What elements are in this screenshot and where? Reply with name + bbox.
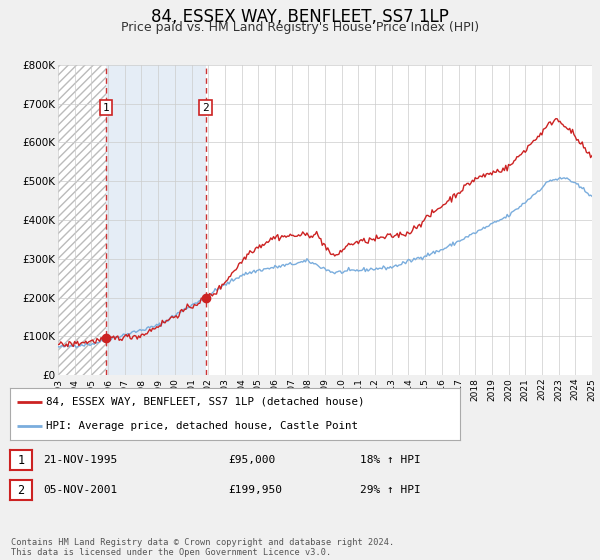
Text: 18% ↑ HPI: 18% ↑ HPI xyxy=(360,455,421,465)
Text: £95,000: £95,000 xyxy=(228,455,275,465)
Text: 21-NOV-1995: 21-NOV-1995 xyxy=(43,455,118,465)
Text: 84, ESSEX WAY, BENFLEET, SS7 1LP: 84, ESSEX WAY, BENFLEET, SS7 1LP xyxy=(151,8,449,26)
Text: 1: 1 xyxy=(17,454,25,466)
Text: £199,950: £199,950 xyxy=(228,485,282,495)
Bar xyxy=(106,65,206,375)
Text: Price paid vs. HM Land Registry's House Price Index (HPI): Price paid vs. HM Land Registry's House … xyxy=(121,21,479,34)
Bar xyxy=(58,65,106,375)
Text: 2: 2 xyxy=(202,102,209,113)
Text: 05-NOV-2001: 05-NOV-2001 xyxy=(43,485,118,495)
Text: 1: 1 xyxy=(103,102,109,113)
Text: 29% ↑ HPI: 29% ↑ HPI xyxy=(360,485,421,495)
Text: HPI: Average price, detached house, Castle Point: HPI: Average price, detached house, Cast… xyxy=(46,422,358,431)
Text: Contains HM Land Registry data © Crown copyright and database right 2024.
This d: Contains HM Land Registry data © Crown c… xyxy=(11,538,394,557)
Text: 2: 2 xyxy=(17,483,25,497)
Text: 84, ESSEX WAY, BENFLEET, SS7 1LP (detached house): 84, ESSEX WAY, BENFLEET, SS7 1LP (detach… xyxy=(46,396,365,407)
